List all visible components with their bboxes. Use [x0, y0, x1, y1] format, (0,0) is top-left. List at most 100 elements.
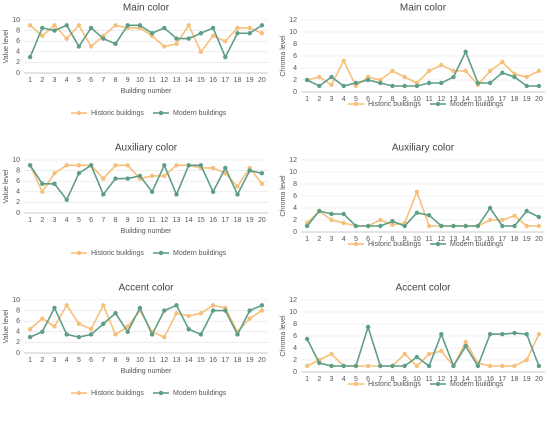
- point: [451, 363, 456, 369]
- x-tick-label: 17: [221, 77, 229, 84]
- point: [235, 184, 240, 189]
- x-tick-label: 4: [342, 96, 346, 103]
- legend-marker: [353, 101, 359, 107]
- point: [113, 163, 118, 168]
- x-tick-label: 2: [40, 77, 44, 84]
- legend-marker: [76, 390, 82, 396]
- x-tick-label: 10: [413, 376, 421, 383]
- x-tick-label: 18: [511, 96, 519, 103]
- legend-label: Modern buildings: [173, 390, 227, 397]
- point: [40, 33, 45, 39]
- x-tick-label: 1: [305, 96, 309, 103]
- y-tick-label: 10: [289, 29, 297, 36]
- point: [512, 363, 517, 369]
- x-tick-label: 16: [486, 96, 494, 103]
- x-tick-label: 6: [366, 236, 370, 243]
- series-line: [29, 163, 263, 202]
- point: [536, 223, 542, 229]
- point: [365, 324, 371, 330]
- x-tick-label: 2: [40, 217, 44, 224]
- point: [390, 83, 395, 89]
- x-tick-label: 12: [160, 357, 168, 364]
- y-tick-label: 8: [293, 181, 297, 188]
- point: [137, 173, 143, 179]
- y-axis-title: Value level: [3, 309, 10, 343]
- point: [524, 332, 529, 337]
- x-tick-label: 2: [317, 236, 321, 243]
- legend-label: Modern buildings: [450, 381, 504, 388]
- y-axis-title: Chroma level: [280, 175, 287, 217]
- x-tick-label: 11: [148, 217, 155, 224]
- point: [27, 326, 33, 332]
- point: [365, 363, 371, 369]
- legend-label: Modern buildings: [450, 241, 504, 248]
- point: [451, 74, 456, 80]
- x-tick-label: 15: [197, 77, 205, 84]
- point: [414, 210, 420, 215]
- legend-marker: [76, 110, 82, 116]
- legend-marker: [353, 381, 359, 387]
- x-tick-label: 17: [498, 96, 506, 103]
- x-tick-label: 18: [234, 217, 242, 224]
- y-tick-label: 8: [16, 27, 20, 34]
- point: [174, 192, 179, 197]
- legend-marker: [435, 381, 441, 387]
- point: [353, 80, 359, 86]
- point: [414, 189, 420, 194]
- point: [210, 33, 216, 39]
- point: [40, 329, 45, 334]
- point: [304, 363, 310, 369]
- point: [113, 332, 118, 337]
- point: [223, 54, 228, 60]
- legend-label: Historic buildings: [91, 250, 144, 257]
- point: [329, 211, 334, 217]
- y-tick-label: 10: [289, 169, 297, 176]
- point: [439, 348, 444, 354]
- point: [317, 74, 322, 80]
- x-tick-label: 12: [437, 96, 445, 103]
- x-axis-title: Building number: [121, 368, 172, 375]
- x-tick-label: 8: [114, 77, 118, 84]
- point: [426, 223, 432, 229]
- point: [536, 83, 542, 89]
- y-tick-label: 6: [16, 38, 20, 45]
- point: [487, 205, 493, 211]
- legend-marker: [435, 241, 441, 247]
- x-tick-label: 6: [89, 77, 93, 84]
- point: [52, 28, 57, 33]
- point: [64, 163, 69, 168]
- x-tick-label: 4: [342, 236, 346, 243]
- x-tick-label: 13: [450, 376, 458, 383]
- y-tick-label: 8: [16, 307, 20, 314]
- point: [512, 213, 517, 218]
- series-line: [29, 164, 263, 194]
- point: [88, 44, 94, 49]
- point: [402, 363, 407, 369]
- point: [186, 163, 191, 168]
- x-axis-title: Building number: [121, 88, 172, 95]
- point: [174, 163, 179, 168]
- point: [500, 223, 505, 229]
- x-tick-label: 12: [437, 236, 445, 243]
- point: [223, 308, 228, 313]
- point: [88, 163, 94, 168]
- y-axis-title: Chroma level: [280, 315, 287, 357]
- point: [247, 25, 252, 31]
- point: [463, 339, 468, 345]
- point: [101, 321, 106, 327]
- point: [137, 305, 143, 311]
- point: [76, 23, 82, 28]
- point: [64, 23, 69, 28]
- point: [304, 77, 310, 83]
- x-tick-label: 20: [258, 217, 266, 224]
- x-tick-label: 5: [354, 376, 358, 383]
- point: [390, 68, 395, 74]
- x-tick-label: 15: [197, 217, 205, 224]
- x-tick-label: 16: [486, 376, 494, 383]
- series-line: [29, 23, 263, 54]
- point: [512, 330, 517, 336]
- x-tick-label: 13: [173, 357, 181, 364]
- x-tick-label: 17: [498, 236, 506, 243]
